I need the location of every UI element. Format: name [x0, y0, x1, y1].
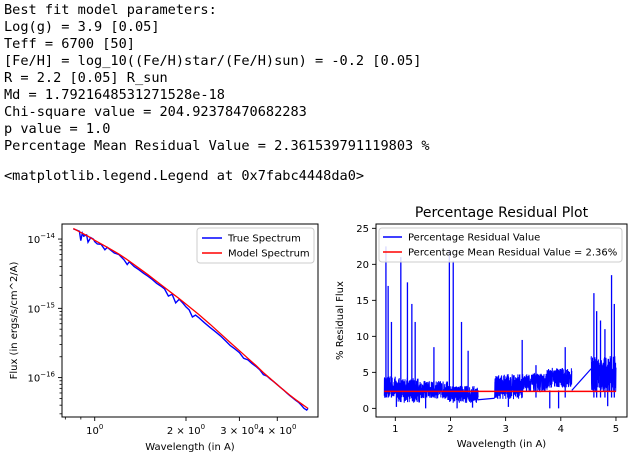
- residual-connector: [478, 397, 495, 401]
- residual-line-segment: [590, 356, 617, 393]
- legend-repr-output: <matplotlib.legend.Legend at 0x7fabc4448…: [4, 168, 365, 184]
- y-tick-label: 10: [356, 332, 369, 343]
- residual-connector: [571, 368, 592, 391]
- y-tick-label: 25: [356, 224, 369, 235]
- model-spectrum-line: [73, 227, 309, 409]
- x-tick-label: 4: [558, 424, 564, 435]
- y-tick-label: 10−16: [27, 371, 55, 385]
- output-line: Best fit model parameters:: [4, 2, 217, 18]
- x-tick-label: 5: [613, 424, 619, 435]
- y-tick-label: 20: [356, 260, 369, 271]
- legend-box: [378, 227, 623, 263]
- y-tick-label: 5: [363, 368, 369, 379]
- legend-label: Model Spectrum: [228, 249, 310, 260]
- x-tick-label: 3 × 100: [220, 423, 258, 437]
- x-axis-label: Wavelength (in A): [457, 439, 547, 450]
- plot-area-frame: [61, 223, 319, 418]
- legend-box: [196, 227, 315, 264]
- output-line: [Fe/H] = log_10((Fe/H)star/(Fe/H)sun) = …: [4, 53, 422, 69]
- x-tick-label: 100: [86, 423, 103, 437]
- y-tick-label: 10−14: [27, 232, 55, 246]
- x-tick-label: 2 × 100: [167, 423, 205, 437]
- output-line: R = 2.2 [0.05] R_sun: [4, 70, 168, 86]
- residual-line-segment: [383, 376, 479, 403]
- output-line: Chi-square value = 204.92378470682283: [4, 104, 307, 120]
- legend-label: Percentage Mean Residual Value = 2.36%: [408, 248, 617, 259]
- x-axis-label: Wavelength (in A): [145, 442, 235, 453]
- chart-title: Percentage Residual Plot: [415, 205, 589, 221]
- output-line: Teff = 6700 [50]: [4, 36, 135, 52]
- x-tick-label: 3: [502, 424, 508, 435]
- output-line: p value = 1.0: [4, 121, 111, 137]
- y-tick-label: 0: [363, 404, 369, 415]
- y-axis-label: % Residual Flux: [335, 281, 346, 360]
- legend-label: True Spectrum: [227, 234, 301, 245]
- x-tick-label: 4 × 100: [258, 423, 296, 437]
- y-tick-label: 10−15: [27, 301, 55, 315]
- output-line: Percentage Mean Residual Value = 2.36153…: [4, 138, 430, 154]
- x-tick-label: 2: [447, 424, 453, 435]
- legend-label: Percentage Residual Value: [408, 233, 540, 244]
- best-fit-output: Best fit model parameters: Log(g) = 3.9 …: [4, 2, 430, 155]
- residual-line-segment: [494, 367, 573, 400]
- residual-chart: 0 5 10 15 20 25 1 2 3 4 5 Percentage Residual Plot W…: [335, 205, 628, 450]
- plot-area-frame: [375, 223, 628, 418]
- y-axis-label: Flux (in ergs/s/cm^2/A): [9, 261, 20, 379]
- output-line: Md = 1.7921648531271528e-18: [4, 87, 225, 103]
- output-line: Log(g) = 3.9 [0.05]: [4, 19, 160, 35]
- y-tick-label: 15: [356, 296, 369, 307]
- x-tick-label: 1: [392, 424, 398, 435]
- spectrum-chart: 10−14 10−15 10−16 100 2 × 100 3 × 100 4 × 100 W…: [9, 223, 319, 453]
